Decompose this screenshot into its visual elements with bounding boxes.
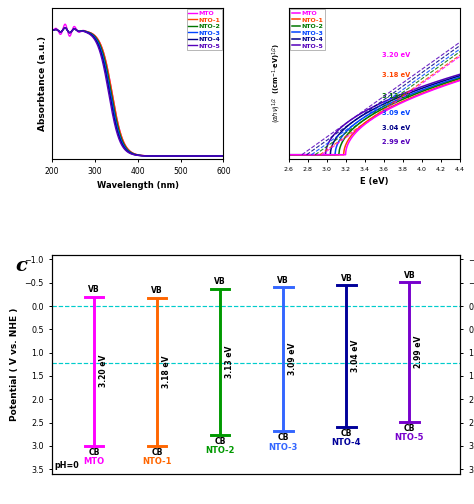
Text: pH=0: pH=0 [54, 462, 79, 470]
NTO-2 [62, 25, 68, 31]
NTO-4 [159, 153, 164, 159]
NTO-4 [197, 153, 203, 159]
Text: CB: CB [404, 424, 415, 433]
MTO [60, 27, 65, 33]
NTO-1 [159, 153, 164, 159]
Text: VB: VB [151, 286, 163, 295]
Text: NTO-1: NTO-1 [143, 458, 172, 467]
NTO-1 [62, 25, 68, 31]
NTO-5 [149, 153, 155, 159]
Text: NTO-5: NTO-5 [394, 433, 424, 442]
NTO-4 [154, 153, 159, 159]
Text: c: c [16, 257, 27, 275]
Text: VB: VB [403, 271, 415, 280]
Text: NTO-3: NTO-3 [269, 443, 298, 452]
Text: CB: CB [89, 448, 100, 457]
NTO-2 [220, 153, 226, 159]
Text: 3.13 eV: 3.13 eV [225, 346, 234, 378]
Text: 3.09 eV: 3.09 eV [382, 109, 410, 115]
NTO-3 [49, 27, 55, 33]
NTO-3 [197, 153, 203, 159]
Line: NTO-5: NTO-5 [52, 28, 223, 156]
Legend: MTO, NTO-1, NTO-2, NTO-3, NTO-4, NTO-5: MTO, NTO-1, NTO-2, NTO-3, NTO-4, NTO-5 [290, 9, 325, 50]
Text: 3.18 eV: 3.18 eV [162, 355, 171, 388]
NTO-3 [220, 153, 226, 159]
NTO-4 [60, 27, 65, 33]
Text: 3.18 eV: 3.18 eV [382, 73, 410, 79]
Text: NTO-4: NTO-4 [332, 438, 361, 448]
MTO [154, 153, 159, 159]
MTO [149, 153, 155, 159]
NTO-5 [154, 153, 159, 159]
NTO-3 [149, 153, 155, 159]
NTO-5 [180, 153, 185, 159]
NTO-2 [159, 153, 164, 159]
Text: VB: VB [340, 274, 352, 283]
NTO-5 [197, 153, 203, 159]
Text: 3.13 eV: 3.13 eV [382, 93, 410, 99]
Text: 3.20 eV: 3.20 eV [382, 52, 410, 58]
NTO-4 [62, 25, 68, 31]
NTO-1 [197, 153, 203, 159]
Line: MTO: MTO [52, 24, 223, 156]
Text: 3.04 eV: 3.04 eV [382, 125, 410, 131]
Text: VB: VB [214, 278, 226, 286]
NTO-1 [154, 153, 159, 159]
Text: 3.20 eV: 3.20 eV [99, 355, 108, 388]
Line: NTO-1: NTO-1 [52, 28, 223, 156]
NTO-1 [149, 153, 155, 159]
Text: MTO: MTO [83, 458, 105, 467]
NTO-5 [62, 25, 68, 31]
Y-axis label: Potential ( V vs. NHE ): Potential ( V vs. NHE ) [10, 307, 19, 421]
Text: 2.99 eV: 2.99 eV [414, 336, 423, 368]
MTO [220, 153, 226, 159]
Y-axis label: $(\alpha h\nu)^{1/2}$  ((cm$^{-1}$$\cdot$eV)$^{1/2}$): $(\alpha h\nu)^{1/2}$ ((cm$^{-1}$$\cdot$… [271, 43, 283, 123]
Text: NTO-2: NTO-2 [206, 446, 235, 455]
NTO-3 [62, 25, 68, 31]
Text: 3.04 eV: 3.04 eV [351, 340, 360, 372]
Text: VB: VB [88, 285, 100, 294]
MTO [180, 153, 185, 159]
NTO-1 [180, 153, 185, 159]
X-axis label: E (eV): E (eV) [360, 177, 388, 186]
NTO-5 [49, 27, 55, 33]
NTO-3 [154, 153, 159, 159]
MTO [62, 21, 68, 27]
NTO-3 [159, 153, 164, 159]
MTO [197, 153, 203, 159]
Text: VB: VB [277, 276, 289, 285]
X-axis label: Wavelength (nm): Wavelength (nm) [97, 181, 179, 191]
NTO-4 [149, 153, 155, 159]
Text: 2.99 eV: 2.99 eV [382, 139, 410, 145]
NTO-2 [149, 153, 155, 159]
NTO-2 [60, 27, 65, 33]
Text: 3.09 eV: 3.09 eV [288, 343, 297, 375]
Y-axis label: Absorbtance (a.u.): Absorbtance (a.u.) [37, 36, 46, 131]
NTO-4 [180, 153, 185, 159]
NTO-4 [220, 153, 226, 159]
NTO-5 [159, 153, 164, 159]
NTO-3 [180, 153, 185, 159]
MTO [49, 28, 55, 34]
MTO [159, 153, 164, 159]
NTO-5 [60, 27, 65, 33]
Line: NTO-2: NTO-2 [52, 28, 223, 156]
NTO-1 [49, 27, 55, 33]
Line: NTO-4: NTO-4 [52, 28, 223, 156]
Legend: MTO, NTO-1, NTO-2, NTO-3, NTO-4, NTO-5: MTO, NTO-1, NTO-2, NTO-3, NTO-4, NTO-5 [187, 9, 222, 50]
NTO-3 [60, 27, 65, 33]
Text: CB: CB [278, 433, 289, 442]
Text: CB: CB [341, 429, 352, 438]
NTO-2 [49, 27, 55, 33]
Line: NTO-3: NTO-3 [52, 28, 223, 156]
NTO-1 [60, 27, 65, 33]
NTO-5 [220, 153, 226, 159]
Text: CB: CB [152, 448, 163, 457]
NTO-4 [49, 27, 55, 33]
NTO-2 [180, 153, 185, 159]
Text: CB: CB [215, 437, 226, 446]
NTO-2 [154, 153, 159, 159]
NTO-1 [220, 153, 226, 159]
NTO-2 [197, 153, 203, 159]
